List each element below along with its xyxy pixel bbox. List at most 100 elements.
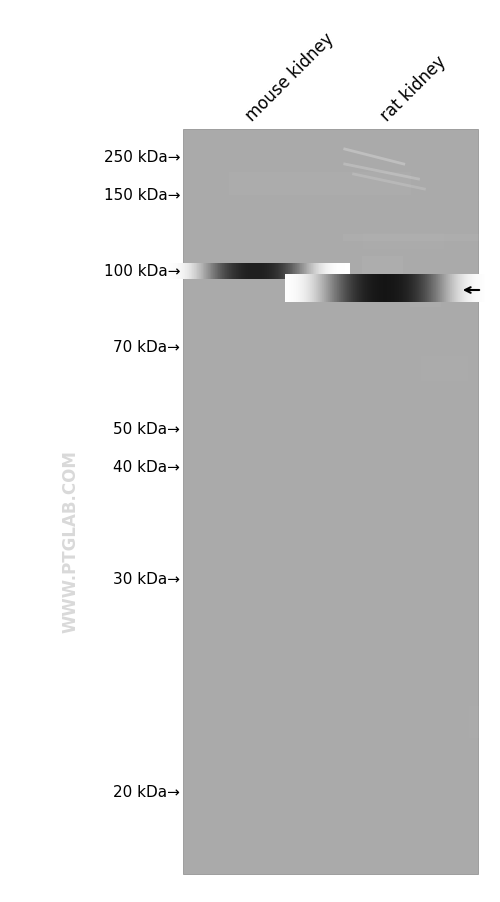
Bar (449, 274, 450, 302)
Bar (294, 263, 296, 280)
Bar (338, 274, 339, 302)
Bar (292, 274, 293, 302)
Bar (314, 274, 315, 302)
Bar (289, 263, 290, 280)
Bar (428, 274, 429, 302)
Bar (231, 263, 232, 280)
Text: rat kidney: rat kidney (378, 52, 450, 124)
Bar (326, 263, 327, 280)
Bar (421, 274, 422, 302)
Bar (256, 263, 257, 280)
Bar (473, 274, 474, 302)
Bar (226, 263, 228, 280)
Bar (446, 274, 447, 302)
Bar (384, 274, 386, 302)
Bar (280, 263, 281, 280)
Text: 20 kDa→: 20 kDa→ (113, 785, 180, 799)
Bar (236, 356, 359, 374)
Bar (300, 274, 301, 302)
Bar (308, 274, 309, 302)
Bar (342, 235, 500, 242)
Bar (189, 263, 190, 280)
Bar (471, 274, 472, 302)
Bar (178, 263, 179, 280)
Bar (202, 263, 203, 280)
Bar (192, 263, 193, 280)
Bar (300, 263, 301, 280)
Bar (347, 274, 348, 302)
Bar (196, 263, 197, 280)
Bar (303, 274, 304, 302)
Bar (306, 263, 307, 280)
Bar (307, 274, 308, 302)
Bar (378, 274, 380, 302)
Bar (234, 263, 235, 280)
Bar (194, 263, 195, 280)
Bar (282, 263, 284, 280)
Bar (353, 274, 354, 302)
Bar (348, 274, 349, 302)
Bar (339, 274, 340, 302)
Bar (452, 274, 453, 302)
Bar (340, 274, 341, 302)
Bar (328, 263, 329, 280)
Bar (394, 274, 396, 302)
Bar (426, 274, 427, 302)
Bar (316, 274, 317, 302)
Bar (285, 274, 286, 302)
Bar (312, 263, 313, 280)
Bar (478, 274, 479, 302)
Bar (315, 263, 316, 280)
Bar (235, 263, 236, 280)
Text: WWW.PTGLAB.COM: WWW.PTGLAB.COM (61, 450, 79, 632)
Bar (327, 274, 328, 302)
Bar (344, 274, 345, 302)
Bar (330, 263, 331, 280)
Bar (359, 274, 360, 302)
Bar (253, 263, 254, 280)
Bar (396, 274, 398, 302)
Text: 150 kDa→: 150 kDa→ (104, 189, 180, 203)
Bar (193, 263, 194, 280)
Bar (228, 173, 412, 196)
Bar (445, 274, 446, 302)
Bar (251, 263, 252, 280)
Bar (277, 263, 278, 280)
Bar (481, 274, 482, 302)
Bar (214, 263, 216, 280)
Bar (261, 263, 262, 280)
Bar (320, 263, 321, 280)
Bar (164, 263, 165, 280)
Bar (322, 263, 324, 280)
Bar (288, 263, 289, 280)
Bar (342, 263, 343, 280)
Bar (239, 263, 240, 280)
Bar (344, 263, 345, 280)
Bar (412, 274, 413, 302)
Bar (472, 274, 473, 302)
Bar (195, 263, 196, 280)
Bar (430, 274, 431, 302)
Bar (324, 274, 325, 302)
Bar (225, 263, 226, 280)
Bar (484, 274, 485, 302)
Bar (286, 263, 287, 280)
Bar (293, 263, 294, 280)
Bar (456, 274, 457, 302)
Bar (292, 263, 293, 280)
Bar (267, 263, 268, 280)
Bar (272, 263, 273, 280)
Bar (416, 274, 417, 302)
Bar (450, 274, 451, 302)
Bar (347, 263, 348, 280)
Bar (362, 257, 403, 290)
Bar (476, 274, 477, 302)
Bar (313, 274, 314, 302)
Text: 40 kDa→: 40 kDa→ (113, 460, 180, 475)
Bar (411, 274, 412, 302)
Bar (306, 274, 307, 302)
Bar (463, 274, 464, 302)
Bar (254, 263, 256, 280)
Bar (276, 263, 277, 280)
Bar (218, 263, 219, 280)
